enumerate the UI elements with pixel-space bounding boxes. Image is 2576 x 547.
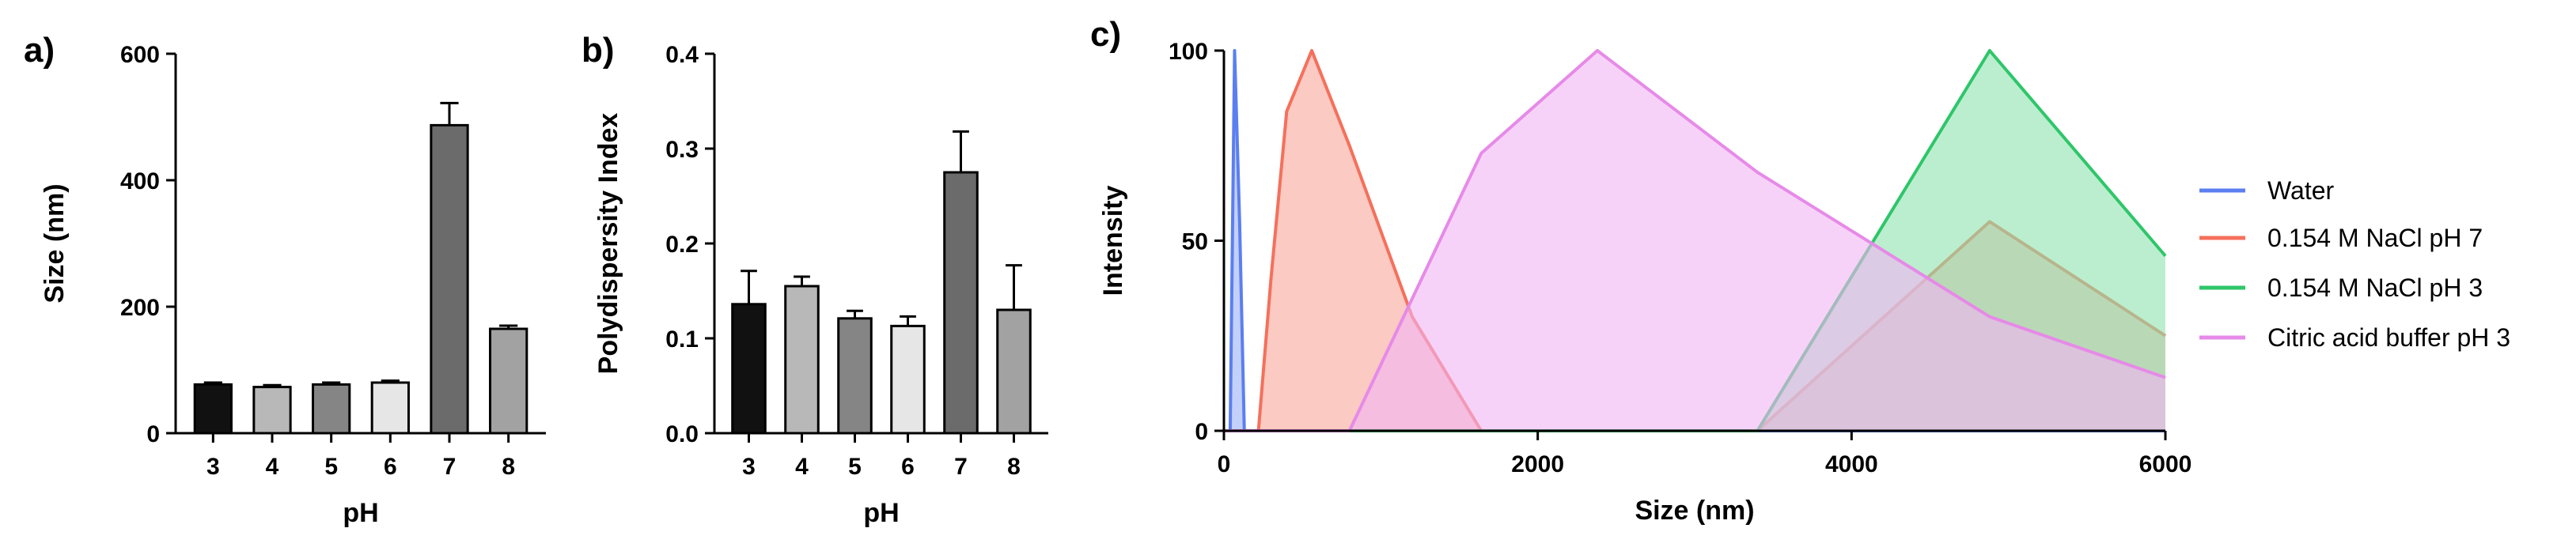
x-tick-label: 5 bbox=[324, 454, 338, 480]
legend-label-series-1: 0.154 M NaCl pH 7 bbox=[2267, 224, 2483, 252]
bar-ph-4 bbox=[784, 285, 820, 435]
bar-ph-8 bbox=[489, 327, 528, 435]
x-tick-label: 3 bbox=[206, 454, 220, 480]
x-tick-label: 7 bbox=[954, 454, 968, 480]
y-axis-title: Intensity bbox=[1098, 186, 1128, 296]
y-tick-label: 0.3 bbox=[665, 137, 699, 163]
x-tick-label: 4000 bbox=[1825, 451, 1878, 477]
x-tick-label: 7 bbox=[443, 454, 456, 480]
bar-ph-7 bbox=[943, 171, 979, 435]
bar-ph-5 bbox=[312, 383, 351, 435]
x-axis-title: pH bbox=[343, 498, 378, 528]
legend-label-series-0: Water bbox=[2267, 176, 2335, 205]
x-tick-label: 4 bbox=[266, 454, 279, 480]
y-tick-label: 0.4 bbox=[665, 42, 699, 68]
bar-ph-8 bbox=[996, 308, 1032, 435]
panel-b-bar-chart: 0.0 0.1 0.2 0.3 0.4 3 4 5 6 7 8 pH Polydispersity In… bbox=[593, 42, 1048, 528]
x-tick-label: 3 bbox=[742, 454, 756, 480]
x-tick-label: 4 bbox=[795, 454, 809, 480]
panel-a-bar-chart: 0 200 400 600 3 4 5 6 7 8 pH Size (nm) bbox=[40, 42, 546, 528]
bar-ph-5 bbox=[837, 317, 873, 435]
panel-a-label: a) bbox=[24, 31, 55, 70]
y-tick-label: 600 bbox=[120, 42, 160, 68]
y-tick-label: 0 bbox=[1195, 419, 1208, 445]
legend-label-series-3: Citric acid buffer pH 3 bbox=[2267, 323, 2510, 352]
y-tick-label: 0 bbox=[146, 421, 160, 447]
legend-label-series-2: 0.154 M NaCl pH 3 bbox=[2267, 274, 2483, 302]
y-tick-label: 100 bbox=[1169, 39, 1208, 65]
y-tick-label: 200 bbox=[120, 295, 160, 321]
panel-c-label: c) bbox=[1090, 15, 1121, 54]
x-tick-label: 6000 bbox=[2139, 451, 2192, 477]
x-tick-label: 8 bbox=[502, 454, 515, 480]
y-tick-label: 50 bbox=[1182, 229, 1208, 255]
bar-ph-4 bbox=[252, 386, 292, 435]
x-tick-label: 8 bbox=[1007, 454, 1021, 480]
x-axis-title: Size (nm) bbox=[1635, 496, 1754, 526]
y-tick-label: 0.1 bbox=[665, 326, 699, 353]
y-axis-title: Size (nm) bbox=[40, 183, 70, 303]
bar-ph-7 bbox=[430, 123, 469, 435]
area-fill-series-3 bbox=[1224, 51, 2165, 431]
bar-ph-6 bbox=[370, 381, 410, 435]
bar-ph-3 bbox=[731, 303, 767, 435]
x-axis-title: pH bbox=[863, 498, 899, 528]
x-tick-label: 0 bbox=[1218, 451, 1231, 477]
x-tick-label: 2000 bbox=[1511, 451, 1564, 477]
panel-c-area-chart: 0 50 100 0 2000 4000 6000 Size (nm) Intensity bbox=[1098, 39, 2191, 526]
panel-b-label: b) bbox=[581, 31, 615, 70]
bar-ph-3 bbox=[193, 383, 233, 435]
legend: Water 0.154 M NaCl pH 7 0.154 M NaCl pH 3 C… bbox=[2199, 176, 2510, 352]
x-tick-label: 5 bbox=[848, 454, 862, 480]
y-tick-label: 400 bbox=[120, 168, 160, 194]
y-axis-title: Polydispersity Index bbox=[593, 113, 623, 375]
x-tick-label: 6 bbox=[901, 454, 915, 480]
bar-ph-6 bbox=[890, 324, 926, 435]
y-tick-label: 0.2 bbox=[665, 232, 699, 258]
y-tick-label: 0.0 bbox=[665, 421, 699, 447]
x-tick-label: 6 bbox=[384, 454, 397, 480]
